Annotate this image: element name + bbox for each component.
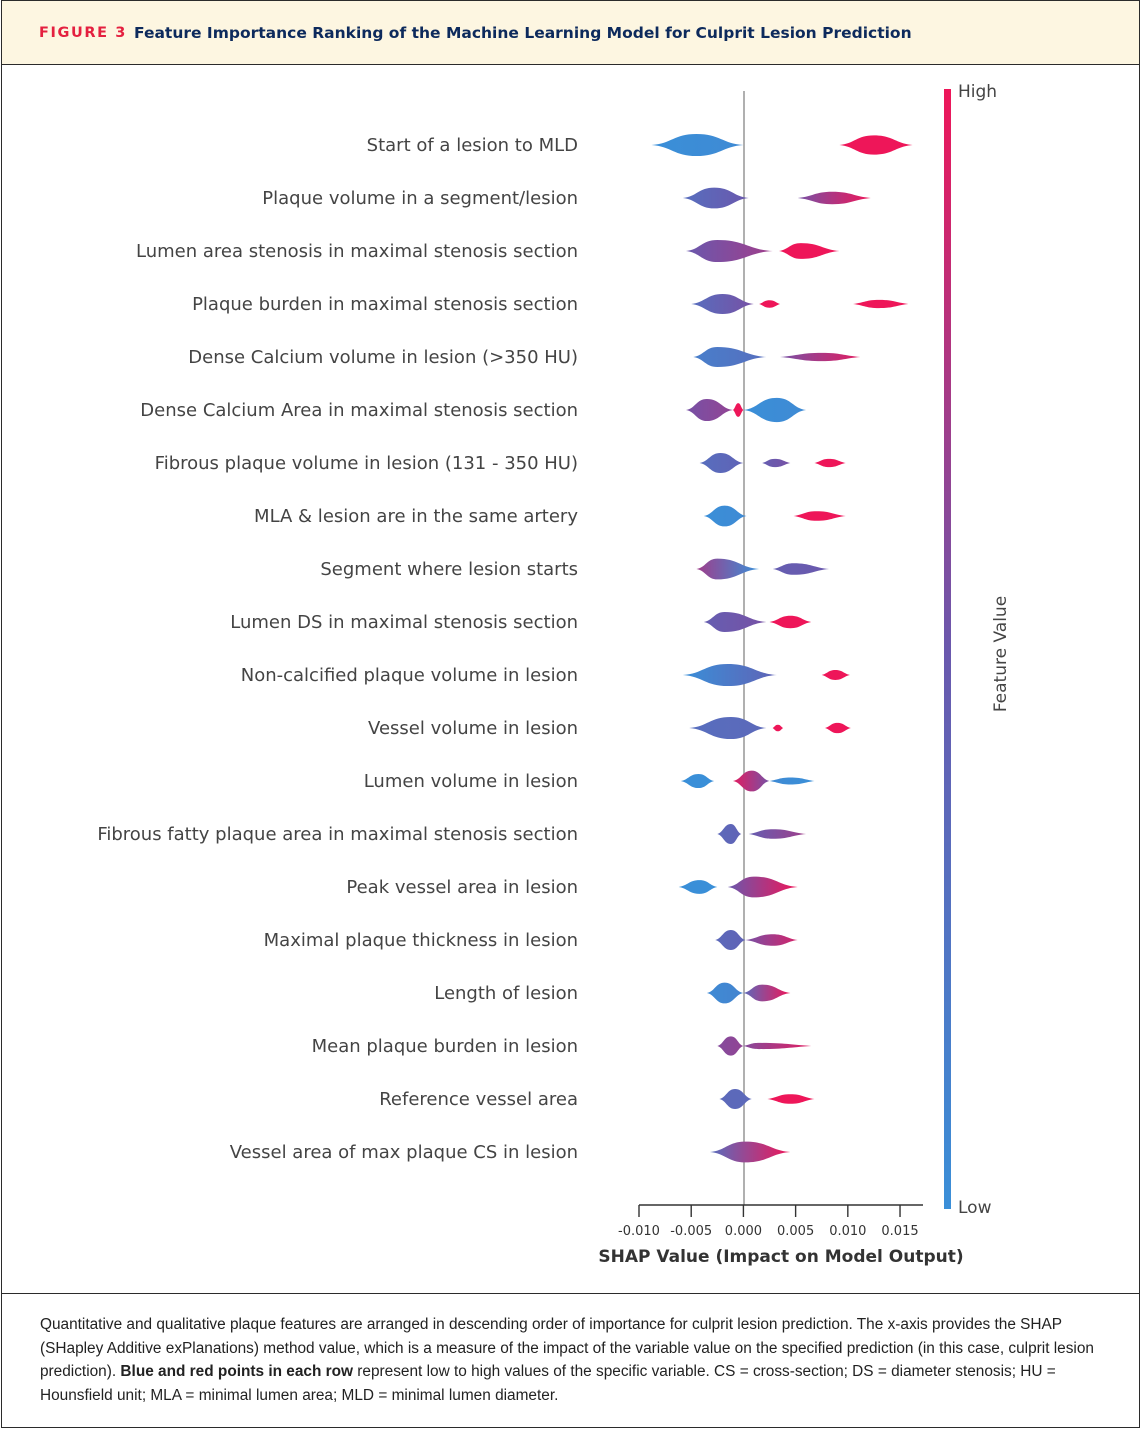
figure-title: Feature Importance Ranking of the Machin… [134,24,912,42]
shap-point-cluster [706,982,744,1004]
shap-point-cluster [719,1089,752,1109]
x-tick-label: -0.005 [670,1224,712,1239]
shap-point-cluster [685,398,733,422]
shap-point-cluster [772,724,784,732]
feature-label: Dense Calcium volume in lesion (>350 HU) [188,347,578,368]
feature-labels: Start of a lesion to MLD Plaque volume in… [97,135,578,1163]
shap-point-cluster [717,1036,744,1056]
shap-point-cluster [793,511,846,521]
feature-label: Segment where lesion starts [320,559,578,580]
shap-point-cluster [651,133,744,157]
shap-point-cluster [779,352,861,362]
feature-label: Maximal plaque thickness in lesion [264,930,578,951]
shap-point-cluster [814,458,846,468]
shap-point-cluster [797,191,871,205]
shap-point-cluster [762,458,791,468]
shap-point-cluster [767,1094,815,1104]
x-axis: -0.010 -0.005 0.000 0.005 0.010 0.015 [618,1204,923,1239]
shap-point-cluster [680,773,715,789]
shap-point-cluster [743,397,807,423]
shap-point-cluster [678,880,718,894]
feature-label: Fibrous fatty plaque area in maximal ste… [97,824,578,845]
feature-label: Length of lesion [434,983,578,1004]
feature-label: Reference vessel area [379,1089,578,1110]
shap-point-cluster [853,299,909,309]
shap-point-cluster [769,615,812,629]
feature-label: MLA & lesion are in the same artery [254,506,578,527]
colorbar-high-label: High [958,82,997,102]
shap-point-cluster [772,563,830,575]
shap-point-cluster [824,722,851,734]
shap-point-cluster [727,876,798,898]
shap-point-cluster [691,294,754,314]
x-tick-label: 0.005 [777,1224,814,1239]
feature-label: Vessel volume in lesion [368,718,578,739]
feature-label: Lumen volume in lesion [364,771,578,792]
feature-label: Plaque volume in a segment/lesion [262,188,578,209]
x-tick-label: 0.000 [725,1224,762,1239]
x-axis-title: SHAP Value (Impact on Model Output) [598,1247,963,1267]
shap-point-cluster [696,558,760,580]
feature-label: Fibrous plaque volume in lesion (131 - 3… [155,453,578,474]
feature-label: Mean plaque burden in lesion [312,1036,578,1057]
feature-label: Peak vessel area in lesion [346,877,578,898]
shap-point-cluster [699,453,744,473]
shap-point-cluster [703,505,747,527]
shap-point-cluster [821,670,850,680]
shap-point-cluster [732,403,744,417]
x-tick-label: -0.010 [618,1224,660,1239]
shap-point-cluster [745,934,798,946]
shap-point-cluster [685,239,773,263]
feature-label: Dense Calcium Area in maximal stenosis s… [140,400,578,421]
feature-label: Lumen area stenosis in maximal stenosis … [136,241,578,262]
shap-point-cluster [682,663,777,687]
shap-point-cluster [778,243,840,259]
colorbar [944,89,951,1209]
shap-point-cluster [748,829,807,839]
shap-point-cluster [689,716,767,740]
colorbar-low-label: Low [958,1198,992,1218]
shap-point-cluster [743,984,791,1002]
shap-point-cluster [717,824,742,844]
figure-caption: Quantitative and qualitative plaque feat… [40,1313,1112,1407]
feature-label: Plaque burden in maximal stenosis sectio… [192,294,578,315]
shap-point-cluster [710,1141,791,1163]
shap-point-cluster [715,930,746,950]
colorbar-title: Feature Value [991,596,1011,712]
caption-text-part-2: represent low to high values of the spec… [40,1363,1056,1404]
x-tick-label: 0.010 [829,1224,866,1239]
shap-point-cluster [682,187,749,209]
shap-point-cluster [703,612,767,632]
x-tick-label: 0.015 [881,1224,918,1239]
feature-label: Start of a lesion to MLD [367,135,578,156]
feature-label: Vessel area of max plaque CS in lesion [230,1142,578,1163]
figure-number-label: FIGURE 3 [39,25,127,41]
caption-divider [2,1293,1139,1294]
shap-point-cluster [693,347,767,367]
shap-point-cluster [769,777,815,785]
shap-point-cluster [839,135,913,155]
caption-text-part-1: Quantitative and qualitative plaque feat… [40,1316,1094,1381]
feature-label: Non-calcified plaque volume in lesion [241,665,578,686]
beeswarm-clusters [651,133,913,1163]
figure-header: FIGURE 3 Feature Importance Ranking of t… [2,1,1139,65]
shap-beeswarm-chart: Start of a lesion to MLD Plaque volume in… [97,82,1011,1267]
shap-point-cluster [759,300,780,308]
feature-label: Lumen DS in maximal stenosis section [230,612,578,633]
shap-point-cluster [732,770,770,792]
caption-bold-phrase: Blue and red points in each row [120,1363,354,1381]
shap-point-cluster [743,1042,812,1050]
